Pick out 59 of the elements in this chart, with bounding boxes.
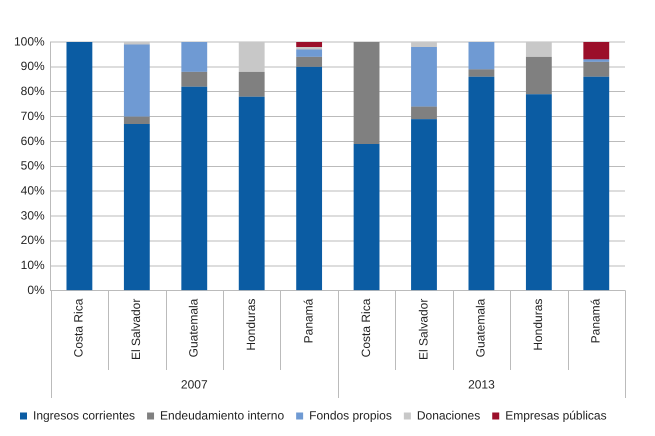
- bar: [468, 69, 494, 77]
- bar: [468, 42, 494, 70]
- bar: [354, 42, 380, 144]
- y-tick-label: 60%: [20, 134, 46, 148]
- bar: [583, 62, 610, 77]
- bar: [526, 94, 552, 290]
- bar: [526, 56, 552, 94]
- y-tick-label: 0%: [27, 282, 46, 297]
- x-tick-label: El Salvador: [129, 298, 144, 360]
- bar: [238, 96, 265, 290]
- bar: [181, 42, 208, 72]
- y-tick-label: 70%: [20, 108, 46, 123]
- bar: [296, 46, 322, 50]
- legend-label: Donaciones: [416, 408, 480, 422]
- text: 2013: [468, 377, 496, 392]
- y-tick-label: 90%: [20, 59, 46, 74]
- bar: [181, 72, 208, 87]
- bar: [124, 116, 150, 124]
- bar: [468, 76, 494, 290]
- bar: [124, 124, 150, 290]
- bar: [583, 42, 610, 60]
- x-tick-label: Guatemala: [186, 298, 201, 358]
- legend-label: Endeudamiento interno: [160, 408, 284, 422]
- bar: [66, 42, 92, 290]
- bar: [296, 66, 322, 290]
- x-tick-label: Costa Rica: [72, 298, 86, 358]
- x-tick-label: Panamá: [301, 298, 316, 344]
- x-tick-label: Guatemala: [474, 298, 488, 358]
- text: 2007: [180, 377, 208, 392]
- bar: [411, 46, 437, 107]
- y-tick-label: 10%: [20, 258, 46, 272]
- y-tick-label: 80%: [20, 84, 46, 98]
- y-tick-label: 40%: [20, 183, 46, 198]
- bar: [296, 56, 322, 67]
- bar: [583, 59, 610, 62]
- bar: [411, 119, 437, 290]
- bar: [411, 106, 437, 120]
- bar: [296, 49, 322, 57]
- bar: [238, 72, 265, 97]
- bar: [583, 76, 610, 290]
- bar: [526, 42, 552, 57]
- x-tick-label: Costa Rica: [358, 298, 373, 358]
- bar: [411, 42, 437, 47]
- y-tick-label: 100%: [14, 34, 46, 48]
- x-tick-label: El Salvador: [416, 298, 430, 360]
- bar: [238, 42, 265, 72]
- legend-label: Ingresos corrientes: [33, 408, 136, 422]
- x-tick-label: Honduras: [244, 298, 258, 351]
- y-tick-label: 50%: [20, 158, 46, 173]
- bar: [181, 86, 208, 290]
- legend-label: Fondos propios: [309, 408, 392, 422]
- y-tick-label: 30%: [20, 208, 46, 222]
- bar: [124, 44, 150, 117]
- y-tick-label: 20%: [20, 233, 46, 248]
- bar: [296, 42, 322, 47]
- x-tick-label: Honduras: [531, 298, 546, 351]
- x-tick-label: Panamá: [588, 298, 603, 344]
- bar: [354, 144, 380, 290]
- legend-label: Empresas públicas: [505, 408, 607, 422]
